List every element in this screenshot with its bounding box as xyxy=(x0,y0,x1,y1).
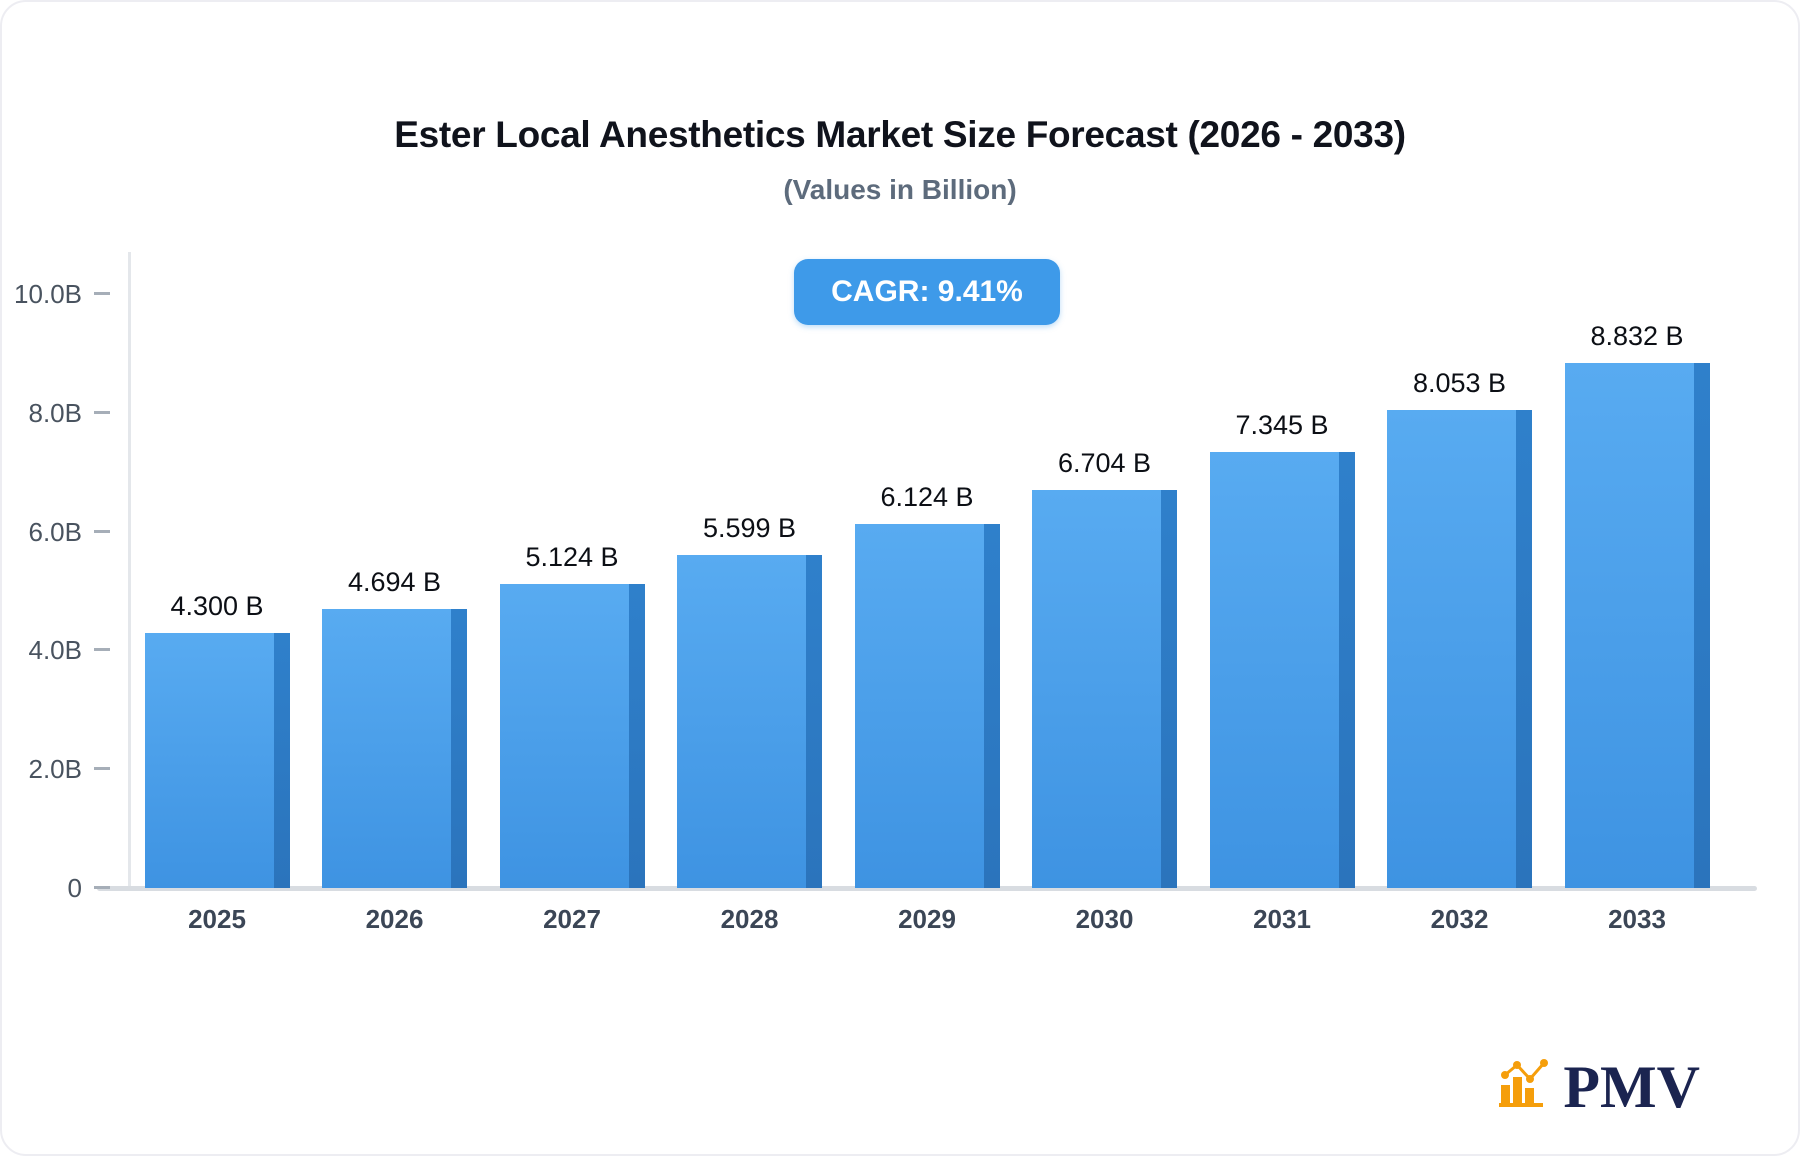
x-axis-label: 2030 xyxy=(1075,904,1134,934)
bar xyxy=(499,583,645,888)
bar xyxy=(144,632,290,888)
y-axis-line xyxy=(128,252,131,888)
bar xyxy=(1032,489,1177,888)
bar-side-face xyxy=(1516,409,1532,888)
bar-side-face xyxy=(1693,363,1710,888)
y-axis-label: 8.0B xyxy=(28,397,83,428)
y-axis-tick xyxy=(94,529,110,533)
bar xyxy=(322,609,467,888)
bar-side-face xyxy=(806,555,822,888)
bar-front-face xyxy=(1209,451,1339,888)
bar xyxy=(1209,451,1355,888)
bar-front-face xyxy=(1032,489,1161,888)
bar-front-face xyxy=(1387,409,1516,888)
bar-side-face xyxy=(628,583,645,888)
bar-value-label: 4.694 B xyxy=(347,567,442,598)
bar-side-face xyxy=(1161,489,1177,888)
bar-side-face xyxy=(451,609,467,888)
x-axis-label: 2027 xyxy=(543,904,601,934)
x-axis-label: 2026 xyxy=(365,904,424,934)
bar-value-label: 5.124 B xyxy=(525,541,619,572)
cagr-badge-label: CAGR: 9.41% xyxy=(831,275,1023,308)
bar-value-label: 8.053 B xyxy=(1412,367,1507,398)
x-axis-label: 2028 xyxy=(720,904,779,934)
bar-front-face xyxy=(677,555,806,888)
bar-side-face xyxy=(983,524,1000,888)
y-axis-label: 6.0B xyxy=(28,516,83,547)
pmv-logo: PMV xyxy=(1497,1054,1700,1120)
bar-front-face xyxy=(144,632,274,888)
logo-text: PMV xyxy=(1563,1054,1700,1120)
chart-subtitle: (Values in Billion) xyxy=(783,174,1017,205)
bar-value-label: 6.124 B xyxy=(880,482,974,513)
bar xyxy=(677,555,822,888)
bar-side-face xyxy=(273,632,290,888)
bar-side-face xyxy=(1338,451,1355,888)
bar-chart-logo-icon xyxy=(1497,1055,1553,1116)
bar-front-face xyxy=(322,609,451,888)
y-axis-label: 0 xyxy=(67,873,82,903)
y-axis-tick xyxy=(94,292,110,295)
bar xyxy=(1387,409,1532,888)
chart-title: Ester Local Anesthetics Market Size Fore… xyxy=(394,114,1406,155)
x-axis-label: 2031 xyxy=(1253,904,1311,934)
y-axis-tick xyxy=(94,767,110,771)
x-axis-baseline xyxy=(97,886,1757,891)
y-axis-tick xyxy=(94,410,110,414)
bar-value-label: 4.300 B xyxy=(170,590,264,621)
cagr-badge: CAGR: 9.41% xyxy=(794,259,1060,325)
bar-value-label: 8.832 B xyxy=(1590,321,1684,352)
bar-value-label: 6.704 B xyxy=(1057,447,1152,478)
y-axis-label: 4.0B xyxy=(28,635,83,666)
bar-front-face xyxy=(1564,363,1694,888)
bar-value-label: 7.345 B xyxy=(1235,409,1329,440)
x-axis-label: 2025 xyxy=(188,904,246,934)
y-axis-label: 2.0B xyxy=(28,754,83,785)
bar-front-face xyxy=(854,524,984,888)
y-axis-tick xyxy=(94,886,110,889)
x-axis-label: 2032 xyxy=(1430,904,1489,934)
y-axis-tick xyxy=(94,648,110,652)
bar xyxy=(1564,363,1710,888)
bar-front-face xyxy=(499,583,629,888)
bar xyxy=(854,524,1000,888)
x-axis-label: 2029 xyxy=(898,904,956,934)
y-axis-label: 10.0B xyxy=(14,279,82,309)
bar-value-label: 5.599 B xyxy=(702,513,797,544)
x-axis-label: 2033 xyxy=(1608,904,1666,934)
